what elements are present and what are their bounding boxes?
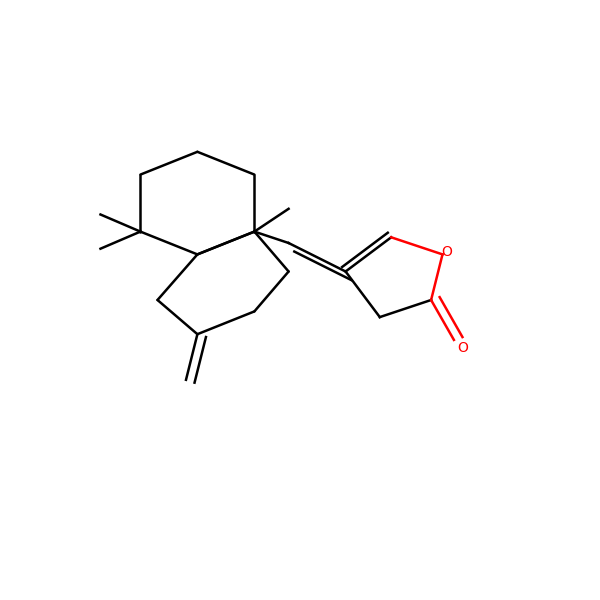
Text: O: O — [457, 341, 468, 355]
Text: O: O — [442, 245, 452, 259]
